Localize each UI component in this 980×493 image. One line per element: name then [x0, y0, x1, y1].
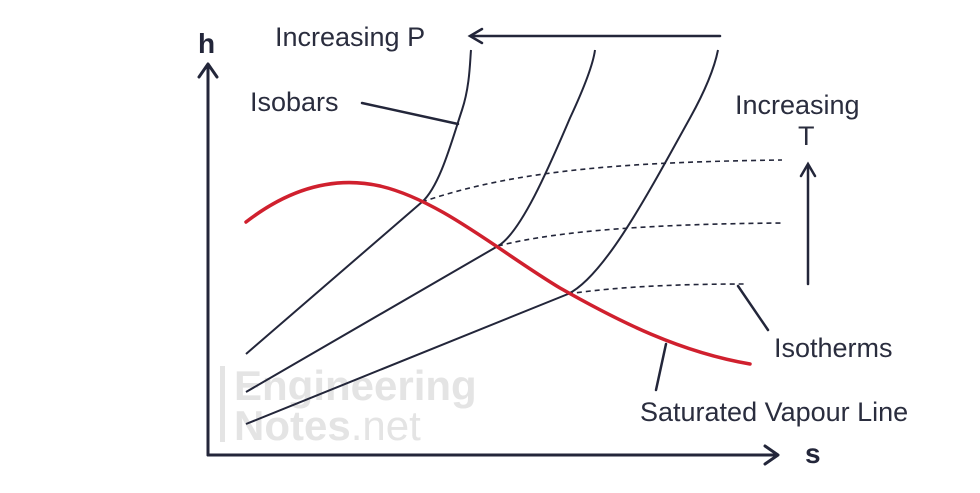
increasing-p-arrowhead — [467, 27, 484, 45]
isobars-label: Isobars — [250, 87, 339, 117]
watermark-bar — [220, 366, 225, 442]
isotherm-curve — [421, 159, 783, 203]
saturated-vapour-line — [244, 180, 752, 366]
axes — [197, 62, 780, 466]
isotherms — [421, 159, 783, 295]
increasing-p-label: Increasing P — [275, 22, 425, 52]
saturated-vapour-label: Saturated Vapour Line — [640, 397, 908, 427]
increasing-p-arrow — [467, 27, 722, 45]
isotherm-curve — [567, 283, 745, 295]
y-axis-label: h — [198, 28, 215, 59]
isotherms-label: Isotherms — [774, 333, 893, 363]
isobars-leader-line — [360, 101, 460, 126]
isotherm-curve — [497, 222, 783, 247]
watermark-notes: Notes — [234, 402, 351, 449]
increasing-t-label-line2: T — [798, 121, 815, 151]
increasing-t-arrowhead — [799, 161, 817, 178]
isobar-curve — [245, 49, 472, 355]
saturated-vapour-leader-line — [654, 342, 668, 392]
watermark: Engineering Notes.net — [220, 362, 477, 449]
watermark-net: .net — [351, 402, 421, 449]
watermark-line1: Engineering — [234, 362, 477, 409]
x-axis-label: s — [805, 438, 821, 469]
watermark-line2: Notes.net — [234, 402, 421, 449]
increasing-t-arrow — [799, 161, 817, 286]
y-axis-arrowhead — [197, 62, 219, 79]
isotherms-leader-line — [736, 284, 770, 332]
increasing-t-label-line1: Increasing — [735, 90, 860, 120]
isobar-curve — [245, 49, 719, 425]
x-axis-arrowhead — [763, 444, 780, 466]
isobar-curve — [245, 49, 596, 393]
isobars — [245, 49, 719, 425]
